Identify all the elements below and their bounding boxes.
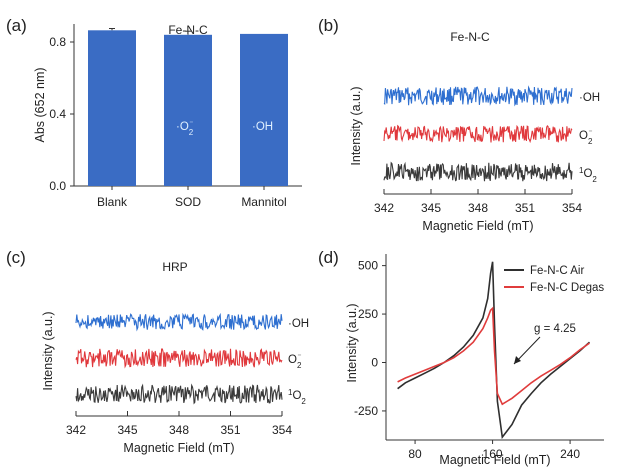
d-legend-label: Fe-N-C Air	[530, 265, 584, 277]
xtick-label: 348	[169, 423, 189, 437]
xtick-label: 351	[515, 201, 535, 215]
a-title: Fe-N-C	[168, 23, 208, 37]
d-ytick-label: 0	[371, 356, 378, 370]
panel-label-a: (a)	[6, 16, 27, 35]
series-line-0	[75, 312, 283, 332]
series-label-1: O2⁻	[579, 128, 593, 146]
d-series-line-0	[397, 261, 591, 440]
y-axis-title: Intensity (a.u.)	[349, 86, 363, 165]
a-ytick-label: 0.8	[49, 35, 66, 49]
series-line-2	[75, 383, 283, 405]
series-line-1	[75, 348, 283, 369]
panel-title: Fe-N-C	[450, 30, 490, 44]
series-label-0: ·OH	[288, 318, 309, 330]
a-xtick-label: Mannitol	[241, 195, 286, 209]
x-axis-title: Magnetic Field (mT)	[422, 219, 533, 233]
d-ytick-label: -250	[354, 404, 378, 418]
plots: 0.0 0.4 0.8 Abs (652 nm) Fe-N-C Blank SOD ·O2⁻ M…	[33, 23, 604, 467]
d-ytick-label: 500	[358, 259, 378, 273]
d-ytick-label: 250	[358, 307, 378, 321]
d-x-axis-title: Magnetic Field (mT)	[439, 453, 550, 467]
d-series-line-1	[397, 306, 590, 406]
a-bar-label: ·O2⁻	[176, 119, 194, 137]
xtick-label: 342	[374, 201, 394, 215]
series-label-0: ·OH	[579, 92, 600, 104]
d-annotation-arrowhead	[514, 356, 521, 364]
xtick-label: 345	[421, 201, 441, 215]
xtick-label: 351	[220, 423, 240, 437]
a-bar	[88, 30, 136, 186]
xtick-label: 342	[66, 423, 86, 437]
xtick-label: 348	[468, 201, 488, 215]
series-line-1	[383, 124, 573, 144]
xtick-label: 354	[562, 201, 582, 215]
d-y-axis-title: Intensity (a.u.)	[345, 303, 359, 382]
panel-title: HRP	[162, 260, 187, 274]
a-ytick-label: 0.4	[49, 107, 66, 121]
series-line-0	[383, 85, 573, 107]
d-xtick-label: 80	[408, 447, 422, 461]
a-ytick-label: 0.0	[49, 179, 66, 193]
series-label-1: O2⁻	[288, 352, 302, 370]
panel-label-d: (d)	[318, 248, 339, 267]
d-xtick-label: 160	[483, 447, 503, 461]
d-annotation-text: g = 4.25	[534, 323, 576, 335]
xtick-label: 345	[117, 423, 137, 437]
series-label-2: 1O2	[579, 166, 597, 184]
a-bar	[240, 33, 288, 187]
a-xtick-label: Blank	[97, 195, 128, 209]
panel-label-b: (b)	[318, 16, 339, 35]
series-line-2	[383, 161, 573, 182]
a-bar-label: ·OH	[252, 121, 273, 133]
y-axis-title: Intensity (a.u.)	[41, 311, 55, 390]
a-xtick-label: SOD	[175, 195, 201, 209]
a-y-axis-title: Abs (652 nm)	[33, 67, 47, 142]
d-legend-label: Fe-N-C Degas	[530, 282, 604, 294]
x-axis-title: Magnetic Field (mT)	[123, 441, 234, 455]
xtick-label: 354	[272, 423, 292, 437]
d-xtick-label: 240	[560, 447, 580, 461]
series-label-2: 1O2	[288, 388, 306, 406]
panel-label-c: (c)	[6, 248, 26, 267]
a-bar	[164, 34, 212, 186]
